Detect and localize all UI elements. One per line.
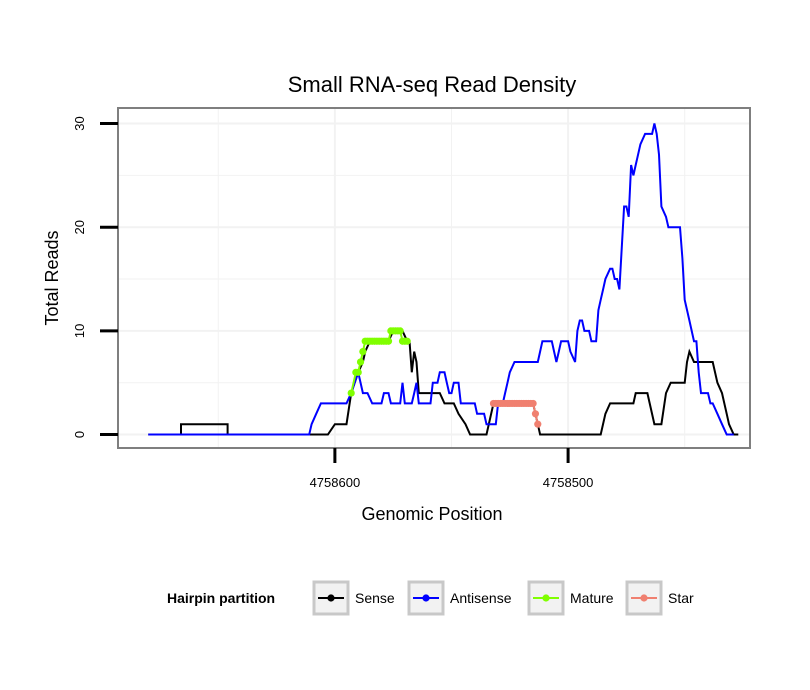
data-point-mature bbox=[354, 368, 362, 376]
data-point-mature bbox=[347, 389, 355, 397]
legend-label-sense: Sense bbox=[355, 590, 395, 606]
y-tick-label: 0 bbox=[72, 431, 87, 438]
x-axis-label: Genomic Position bbox=[361, 504, 502, 524]
series-mature bbox=[347, 327, 411, 397]
series-line-antisense bbox=[148, 123, 734, 436]
data-point-mature bbox=[359, 347, 367, 356]
y-tick-label: 10 bbox=[72, 324, 87, 338]
legend-dot-mature bbox=[542, 594, 550, 602]
y-axis-label: Total Reads bbox=[42, 230, 62, 325]
x-tick-label: 4758600 bbox=[310, 475, 361, 490]
data-point-star bbox=[529, 399, 537, 408]
data-point-mature bbox=[356, 358, 365, 366]
data-point-mature bbox=[384, 337, 393, 345]
series-star bbox=[489, 399, 542, 428]
axes: 4758600 4758500 0 10 20 30 bbox=[72, 116, 593, 490]
plot-border bbox=[117, 107, 751, 449]
legend-dot-sense bbox=[327, 594, 335, 602]
plot-panel bbox=[118, 108, 750, 448]
legend-title: Hairpin partition bbox=[167, 590, 275, 606]
data-point-star bbox=[534, 420, 542, 428]
data-point-mature bbox=[396, 327, 404, 335]
y-tick-label: 20 bbox=[72, 220, 87, 234]
chart-title: Small RNA-seq Read Density bbox=[288, 72, 577, 97]
legend-label-star: Star bbox=[668, 590, 694, 606]
y-tick-label: 30 bbox=[72, 116, 87, 130]
data-point-star bbox=[531, 410, 540, 418]
legend: Hairpin partition Sense Antisense Mature St… bbox=[167, 580, 694, 616]
legend-dot-antisense bbox=[422, 594, 430, 602]
series-layer bbox=[148, 123, 739, 436]
legend-label-antisense: Antisense bbox=[450, 590, 512, 606]
legend-dot-star bbox=[640, 594, 648, 602]
x-tick-label: 4758500 bbox=[543, 475, 594, 490]
data-point-mature bbox=[403, 337, 411, 345]
series-antisense bbox=[148, 123, 734, 436]
plot-background bbox=[118, 108, 750, 448]
legend-label-mature: Mature bbox=[570, 590, 614, 606]
